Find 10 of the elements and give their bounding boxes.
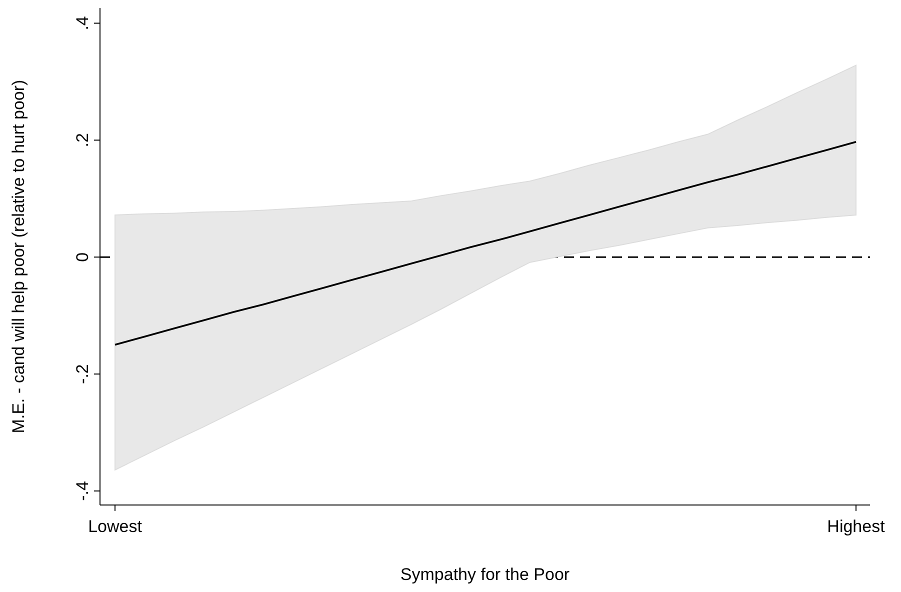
x-axis-title: Sympathy for the Poor <box>400 565 570 584</box>
y-tick-label: .4 <box>73 16 92 30</box>
y-tick-label: 0 <box>73 252 92 262</box>
y-tick-label: -.2 <box>73 364 92 384</box>
y-tick-label: -.4 <box>73 481 92 501</box>
y-tick-label: .2 <box>73 133 92 148</box>
x-tick-label: Highest <box>827 517 886 536</box>
line-series <box>114 141 857 346</box>
y-axis-title: M.E. - cand will help poor (relative to hurt poor) <box>9 80 28 434</box>
x-tick-label: Lowest <box>88 517 142 536</box>
